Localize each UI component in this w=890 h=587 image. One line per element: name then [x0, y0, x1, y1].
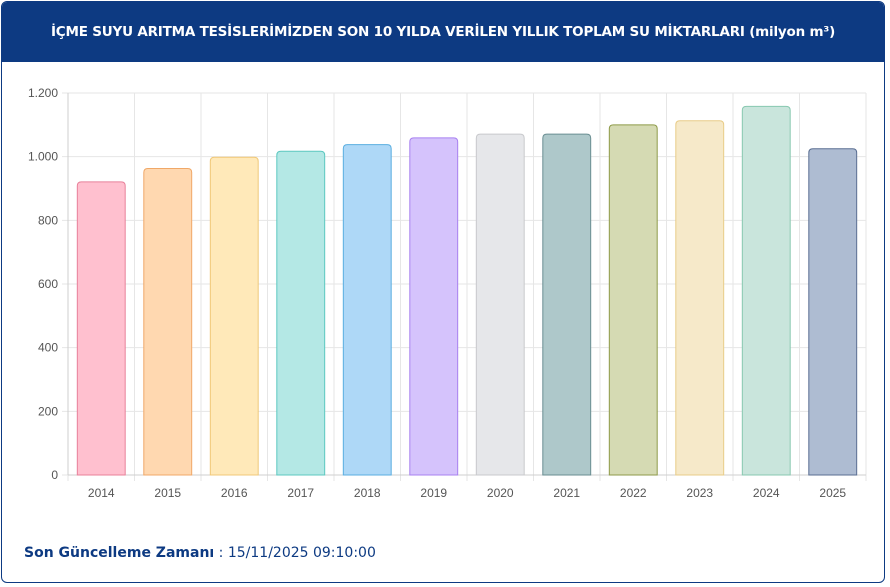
x-tick-label: 2014: [88, 486, 115, 500]
bar-2023: [675, 120, 725, 476]
y-tick-label: 0: [51, 468, 58, 482]
x-tick-label: 2019: [420, 486, 447, 500]
x-tick-label: 2015: [154, 486, 181, 500]
last-updated: Son Güncelleme Zamanı : 15/11/2025 09:10…: [24, 545, 376, 561]
y-tick-label: 600: [38, 277, 58, 291]
bar-2014: [76, 181, 126, 476]
y-tick-label: 200: [38, 404, 58, 418]
y-tick-label: 800: [38, 213, 58, 227]
y-tick-label: 1.000: [28, 150, 58, 164]
last-updated-label: Son Güncelleme Zamanı: [24, 545, 215, 561]
bar-2024: [741, 105, 791, 476]
chart-header: İÇME SUYU ARITMA TESİSLERİMİZDEN SON 10 …: [2, 2, 884, 62]
x-tick-label: 2017: [287, 486, 314, 500]
last-updated-separator: :: [214, 545, 228, 561]
bar-chart: 0 200 400 600 800 1.000 1.200 2014 2015 2016 2017 2…: [28, 86, 867, 500]
y-tick-label: 400: [38, 341, 58, 355]
bar-2022: [608, 124, 658, 476]
x-tick-label: 2021: [553, 486, 580, 500]
chart-title: İÇME SUYU ARITMA TESİSLERİMİZDEN SON 10 …: [50, 24, 836, 40]
x-tick-label: 2023: [686, 486, 713, 500]
y-tick-label: 1.200: [28, 86, 58, 100]
bar-2015: [143, 167, 193, 476]
x-tick-label: 2018: [354, 486, 381, 500]
x-tick-label: 2024: [753, 486, 780, 500]
bar-2016: [209, 156, 259, 476]
bar-2019: [409, 137, 459, 476]
x-tick-label: 2016: [221, 486, 248, 500]
x-tick-label: 2022: [620, 486, 647, 500]
bar-2017: [276, 150, 326, 476]
last-updated-value: 15/11/2025 09:10:00: [227, 545, 376, 561]
bar-2020: [475, 133, 525, 476]
bar-2018: [342, 144, 392, 476]
x-tick-label: 2020: [487, 486, 514, 500]
bar-2021: [542, 133, 592, 476]
bar-2025: [808, 148, 858, 476]
x-tick-label: 2025: [819, 486, 846, 500]
